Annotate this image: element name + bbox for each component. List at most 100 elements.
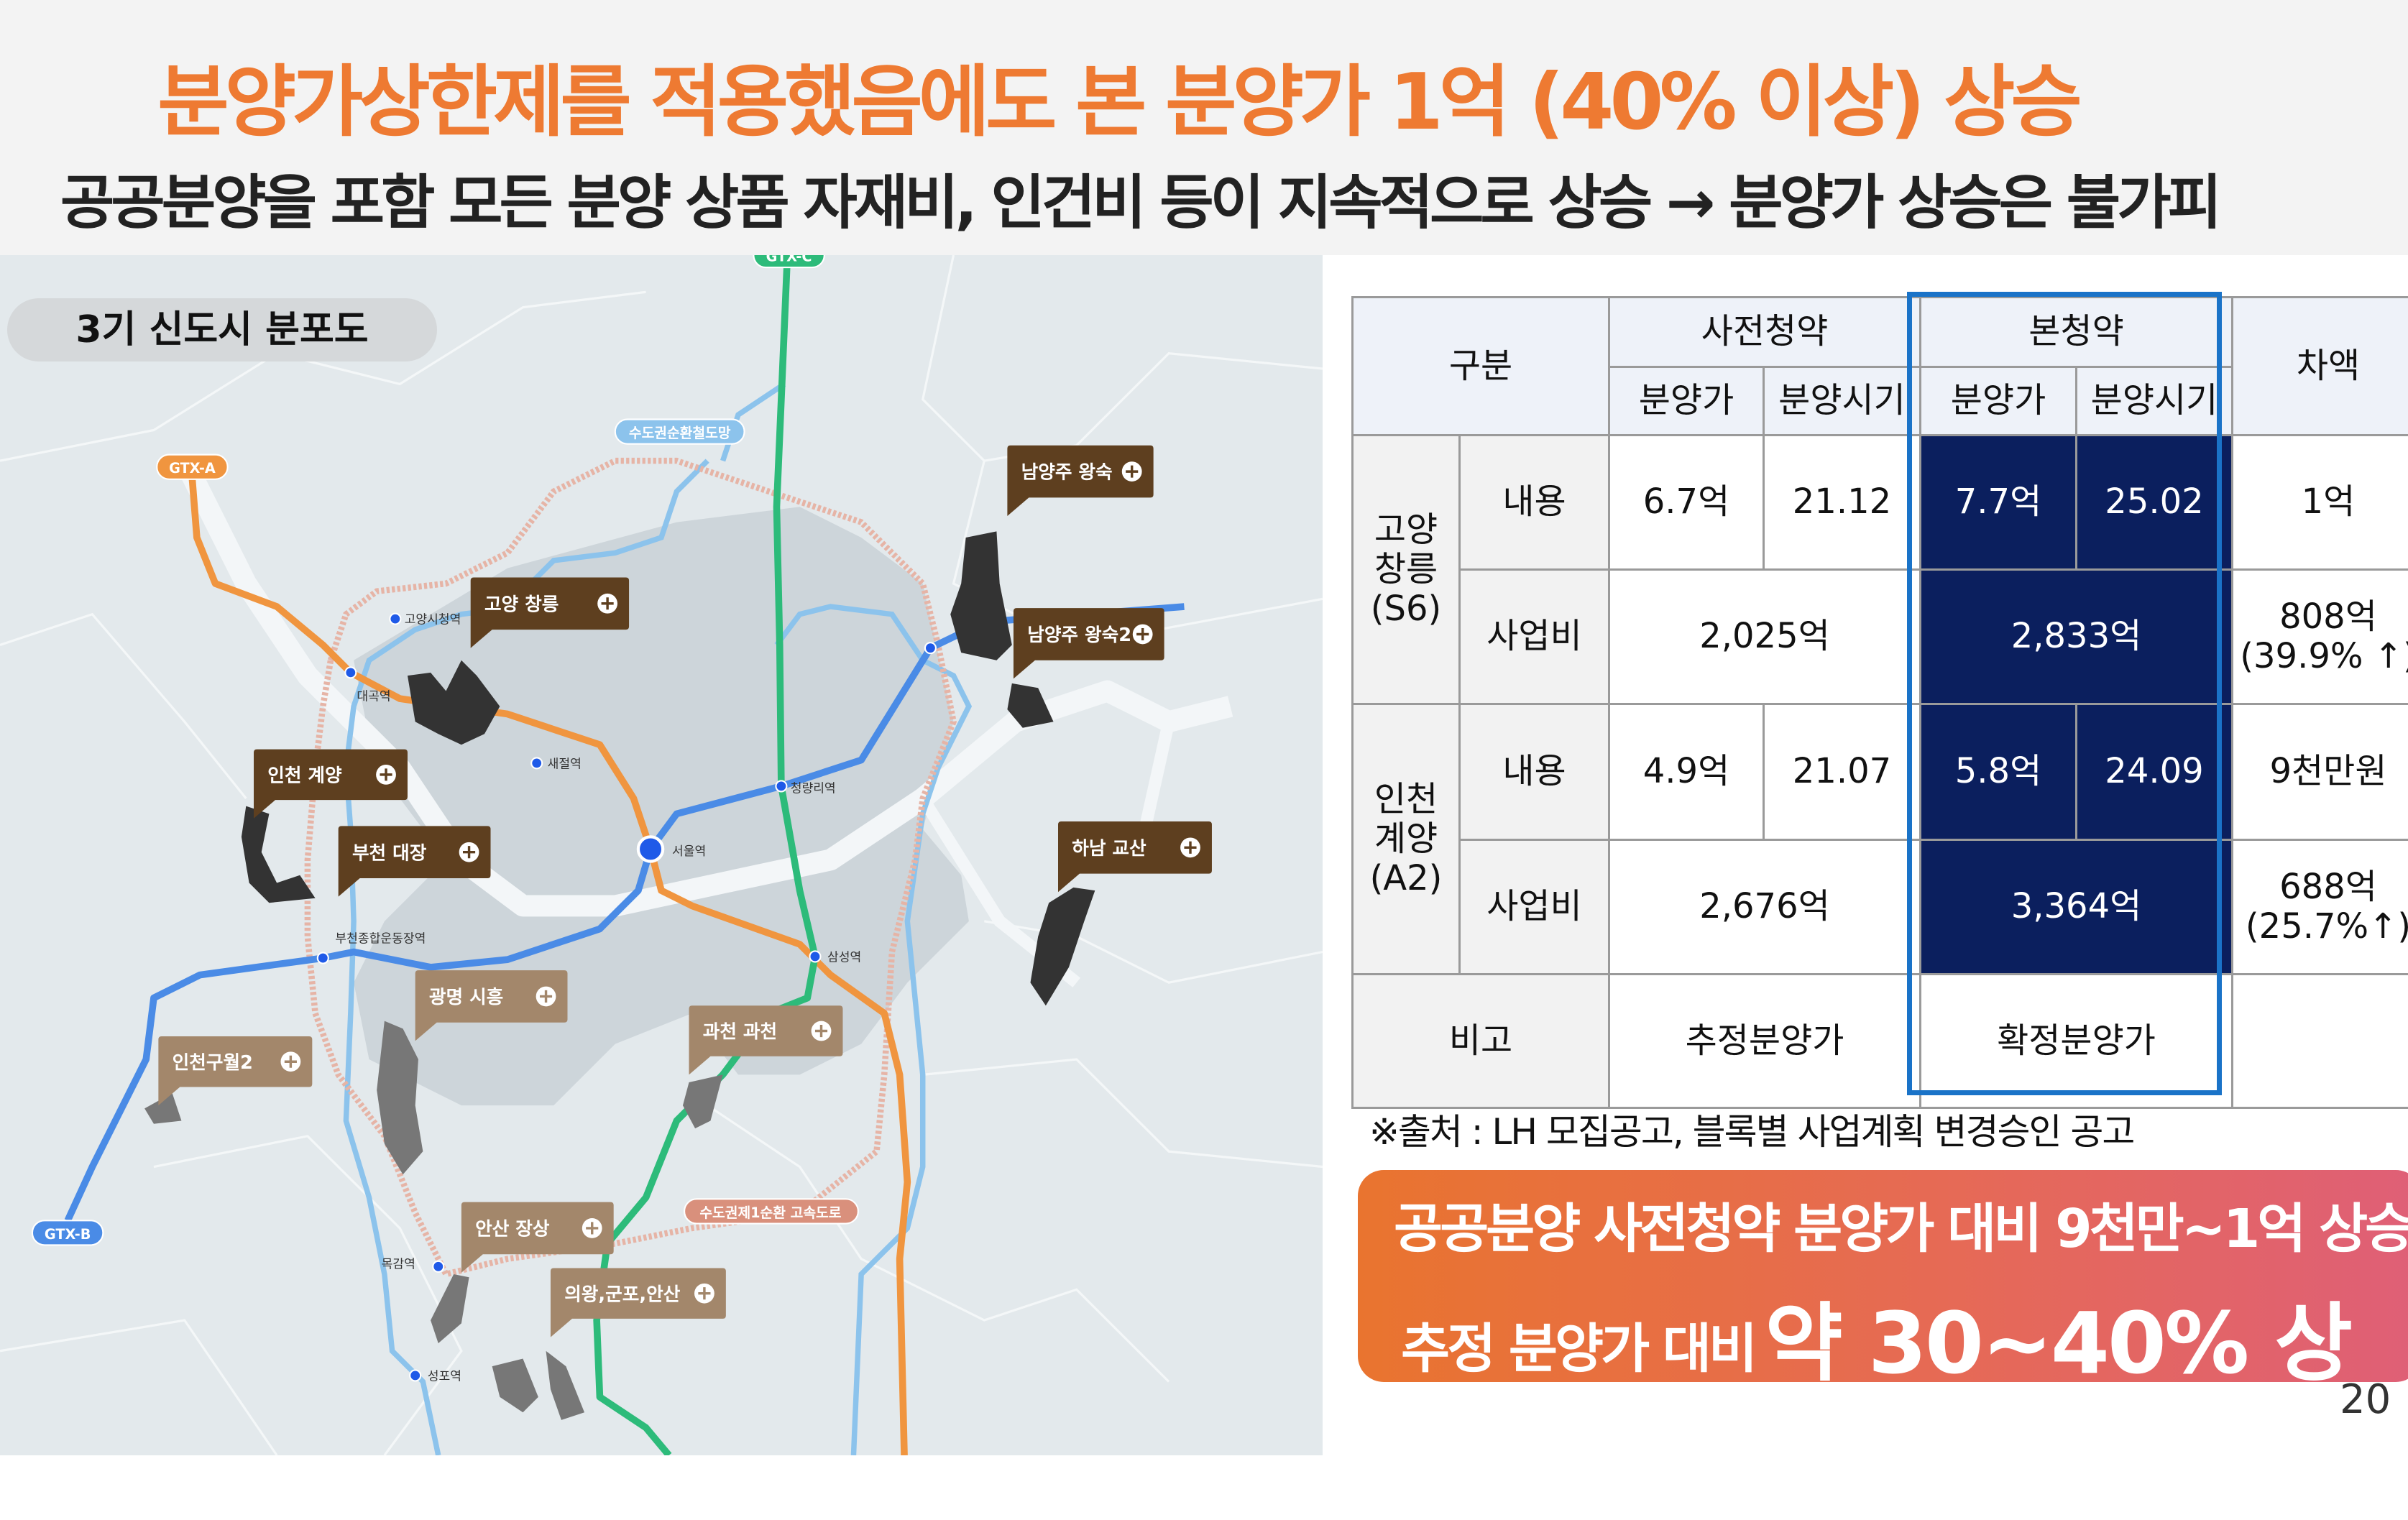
site-callout[interactable]: 남양주 왕숙 bbox=[1007, 445, 1154, 517]
station-label: 목감역 bbox=[382, 1257, 415, 1271]
site-callout[interactable]: 인천구월2 bbox=[158, 1036, 313, 1106]
callout-emphasis: 약 30~40% 상승 bbox=[1401, 1294, 2353, 1516]
callout-line-2-prefix: 추정 분양가 대비 bbox=[1401, 1318, 1757, 1380]
cell-pre-timing: 21.12 bbox=[1765, 436, 1919, 568]
gtx-b-line bbox=[64, 603, 1185, 1222]
site-name: 하남 교산 bbox=[1072, 838, 1146, 860]
cell-pre-cost: 2,025억 bbox=[1610, 571, 1919, 703]
cell-main-cost: 3,364억 bbox=[1921, 841, 2231, 973]
plus-icon bbox=[586, 1222, 599, 1235]
callout-line-1: 공공분양 사전청약 분양가 대비 9천만~1억 상승 bbox=[1394, 1198, 2408, 1260]
station-label: 부천종합운동장역 bbox=[335, 932, 426, 946]
gtx-c-tag-label: GTX-C bbox=[766, 255, 812, 265]
row-label-cost: 사업비 bbox=[1461, 841, 1608, 973]
cell-pre-price: 6.7억 bbox=[1610, 436, 1763, 568]
site-name: 남양주 왕숙 bbox=[1021, 462, 1113, 484]
cell-note-main: 확정분양가 bbox=[1921, 975, 2231, 1107]
cell-main-price: 7.7억 bbox=[1921, 436, 2075, 568]
site-callout[interactable]: 고양 창릉 bbox=[470, 577, 630, 648]
plus-icon bbox=[462, 846, 476, 859]
cell-cost-diff: 808억 (39.9% ↑) bbox=[2233, 571, 2408, 703]
header-category: 구분 bbox=[1354, 298, 1608, 434]
row-label-cost: 사업비 bbox=[1461, 571, 1608, 703]
header-main-subscription: 본청약 bbox=[1921, 298, 2231, 366]
plus-icon bbox=[1136, 627, 1149, 641]
plus-icon bbox=[380, 768, 392, 781]
station-label: 삼성역 bbox=[827, 950, 861, 964]
site-callout[interactable]: 부천 대장 bbox=[338, 826, 491, 897]
page-number: 20 bbox=[2340, 1376, 2391, 1423]
header-pre-timing: 분양시기 bbox=[1765, 368, 1919, 434]
cell-pre-cost: 2,676억 bbox=[1610, 841, 1919, 973]
site-callout[interactable]: 안산 장상 bbox=[461, 1202, 614, 1273]
site-name: 남양주 왕숙2 bbox=[1027, 625, 1131, 646]
plus-icon bbox=[539, 990, 553, 1003]
circle-rail-tag: 수도권순환철도망 bbox=[614, 418, 745, 445]
cell-pre-timing: 21.07 bbox=[1765, 705, 1919, 839]
ring-expressway-tag-label: 수도권제1순환 고속도로 bbox=[699, 1205, 841, 1221]
station-label: 서울역 bbox=[672, 844, 706, 859]
circle-rail-tag-label: 수도권순환철도망 bbox=[629, 425, 731, 441]
site-name: 고양 창릉 bbox=[484, 594, 559, 615]
new-town-map: GTX-A GTX-B GTX-C 수도권순환철도망 수도권제1순환 고속도로 … bbox=[0, 255, 1323, 1455]
station-label: 청량리역 bbox=[791, 781, 836, 796]
row-label-note: 비고 bbox=[1354, 975, 1608, 1107]
station-label: 새절역 bbox=[548, 757, 582, 771]
site-name: 과천 과천 bbox=[703, 1021, 777, 1043]
slide-subtitle: 공공분양을 포함 모든 분양 상품 자재비, 인건비 등이 지속적으로 상승 →… bbox=[60, 169, 2222, 237]
gtx-a-tag: GTX-A bbox=[156, 453, 229, 480]
site-callout[interactable]: 광명 시흥 bbox=[415, 970, 568, 1041]
cell-main-timing: 24.09 bbox=[2077, 705, 2231, 839]
cell-note-pre: 추정분양가 bbox=[1610, 975, 1919, 1107]
site-callout[interactable]: 과천 과천 bbox=[689, 1005, 843, 1075]
plus-icon bbox=[284, 1055, 297, 1068]
ring-expressway-tag: 수도권제1순환 고속도로 bbox=[684, 1198, 859, 1225]
summary-callout: 공공분양 사전청약 분양가 대비 9천만~1억 상승 추정 분양가 대비 약 30… bbox=[1358, 1170, 2408, 1516]
plus-icon bbox=[814, 1024, 828, 1038]
site-incheon: 인천 계양 (A2) bbox=[1354, 705, 1458, 973]
new-town-areas bbox=[144, 531, 1095, 1420]
row-label-content: 내용 bbox=[1461, 705, 1608, 839]
site-name: 인천 계양 bbox=[267, 765, 342, 787]
header-difference: 차액 bbox=[2233, 298, 2408, 434]
cell-main-cost: 2,833억 bbox=[1921, 571, 2231, 703]
cell-diff: 9천만원 bbox=[2233, 705, 2408, 839]
header-main-price: 분양가 bbox=[1921, 368, 2075, 434]
station-label: 성포역 bbox=[428, 1369, 461, 1383]
cell-cost-diff: 688억 (25.7%↑) bbox=[2233, 841, 2408, 973]
plus-icon bbox=[1184, 841, 1197, 854]
site-callout[interactable]: 인천 계양 bbox=[254, 749, 408, 819]
plus-icon bbox=[698, 1287, 711, 1300]
site-callout[interactable]: 남양주 왕숙2 bbox=[1013, 608, 1164, 679]
site-callout[interactable]: 의왕,군포,안산 bbox=[550, 1268, 726, 1337]
site-callout[interactable]: 하남 교산 bbox=[1058, 821, 1212, 893]
station-markers bbox=[316, 612, 937, 1382]
map-canvas: GTX-A GTX-B GTX-C 수도권순환철도망 수도권제1순환 고속도로 … bbox=[0, 255, 1323, 1455]
callout-line-2: 추정 분양가 대비 약 30~40% 상승 bbox=[1401, 1274, 2408, 1520]
header-main-timing: 분양시기 bbox=[2077, 368, 2231, 434]
site-name: 인천구월2 bbox=[173, 1052, 253, 1074]
station-label: 대곡역 bbox=[357, 689, 390, 704]
gtx-b-tag-label: GTX-B bbox=[45, 1226, 91, 1243]
station-label: 고양시청역 bbox=[405, 613, 461, 627]
price-comparison-table: 구분 사전청약 본청약 차액 분양가 분양시기 분양가 분양시기 고양 창릉 (… bbox=[1351, 296, 2408, 1109]
plus-icon bbox=[1126, 465, 1139, 478]
gtx-a-line bbox=[188, 479, 911, 1455]
cell-diff: 1억 bbox=[2233, 436, 2408, 568]
ring-expressway-line bbox=[304, 457, 957, 1278]
cell-note-diff bbox=[2233, 975, 2408, 1107]
cell-main-price: 5.8억 bbox=[1921, 705, 2075, 839]
header-pre-price: 분양가 bbox=[1610, 368, 1763, 434]
source-note: ※출처 : LH 모집공고, 블록별 사업계획 변경승인 공고 bbox=[1369, 1111, 2135, 1153]
row-label-content: 내용 bbox=[1461, 436, 1608, 568]
slide-title: 분양가상한제를 적용했음에도 본 분양가 1억 (40% 이상) 상승 bbox=[157, 57, 2082, 147]
plus-icon bbox=[601, 597, 614, 610]
gtx-c-tag: GTX-C bbox=[753, 255, 825, 269]
cell-main-timing: 25.02 bbox=[2077, 436, 2231, 568]
slide-header: 분양가상한제를 적용했음에도 본 분양가 1억 (40% 이상) 상승 공공분양… bbox=[0, 0, 2408, 255]
site-name: 안산 장상 bbox=[475, 1219, 550, 1240]
gtx-b-tag: GTX-B bbox=[31, 1220, 104, 1246]
site-name: 부천 대장 bbox=[352, 842, 427, 864]
map-title: 3기 신도시 분포도 bbox=[7, 298, 437, 361]
